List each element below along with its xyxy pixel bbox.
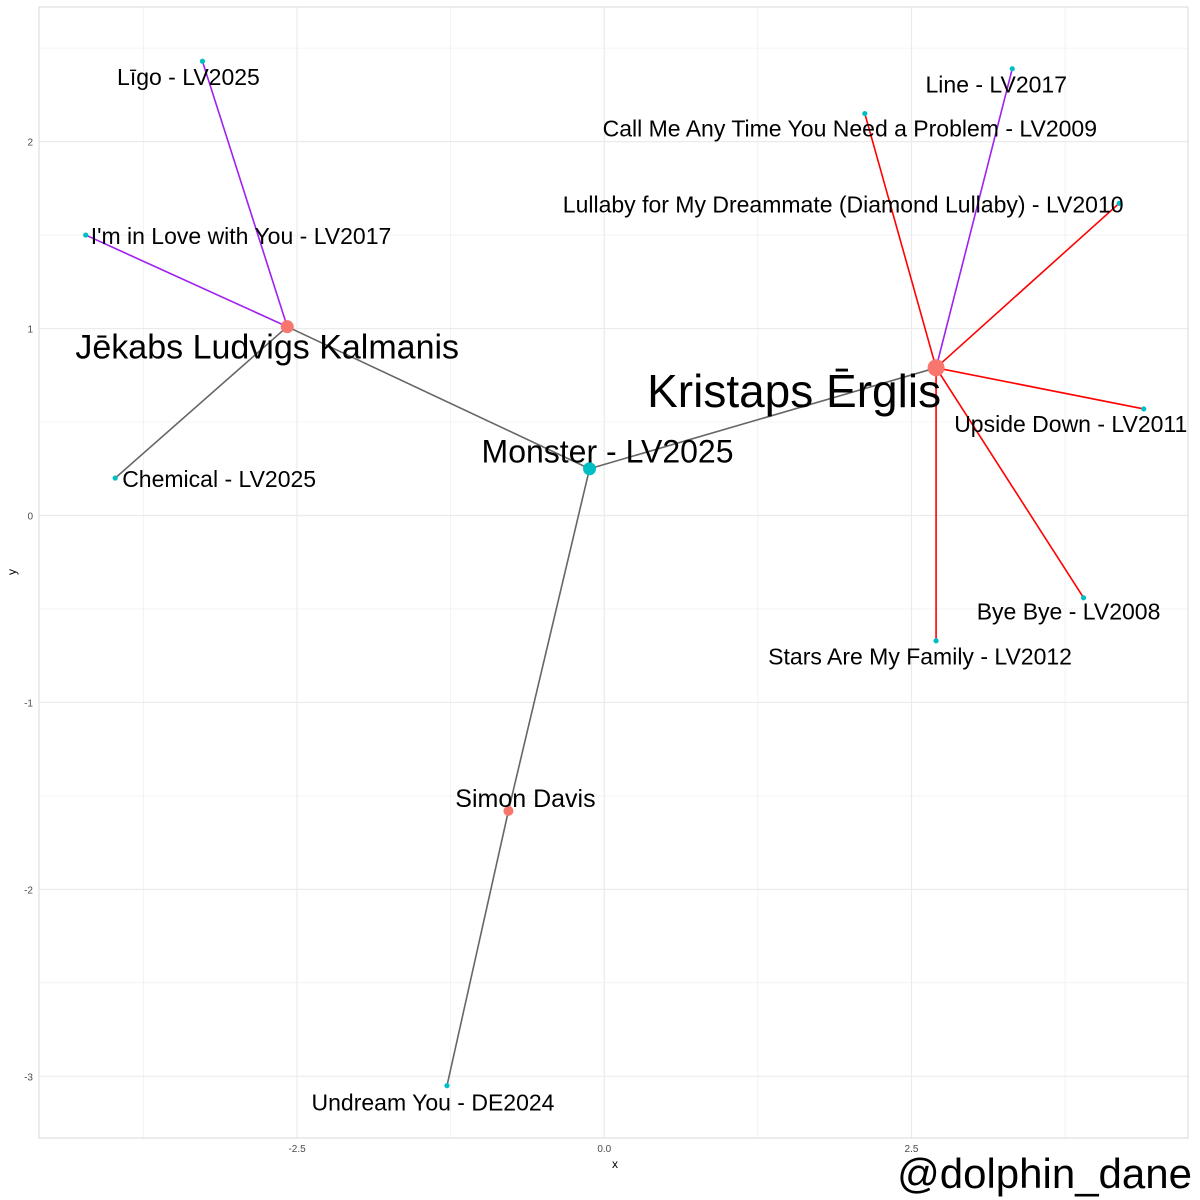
y-tick-label: -3 (24, 1072, 33, 1083)
song-node-point (583, 462, 597, 476)
song-node-label: Stars Are My Family - LV2012 (768, 644, 1072, 670)
song-node-point (444, 1083, 450, 1089)
x-axis-title: x (612, 1157, 618, 1171)
song-node-point (1009, 66, 1015, 72)
y-tick-label: -2 (24, 885, 33, 896)
song-node-point (199, 58, 206, 64)
artist-node-point (927, 359, 945, 377)
artist-node-point (503, 805, 514, 816)
song-node-label: Line - LV2017 (926, 72, 1068, 98)
x-tick-label: 0.0 (597, 1144, 611, 1155)
panel-border (38, 6, 1189, 1139)
song-node-label: Monster - LV2025 (482, 434, 734, 470)
song-node-label: I'm in Love with You - LV2017 (91, 223, 392, 249)
song-node-label: Call Me Any Time You Need a Problem - LV… (603, 116, 1097, 142)
edge-line (201, 60, 288, 327)
song-node-label: Upside Down - LV2011 (954, 411, 1187, 437)
song-node-label: Lullaby for My Dreammate (Diamond Lullab… (563, 191, 1124, 217)
artist-node-point (280, 320, 294, 334)
credit-handle: @dolphin_dane (897, 1150, 1192, 1197)
edge-line (446, 810, 510, 1086)
song-node-point (933, 638, 939, 644)
edge-line (935, 367, 1144, 410)
song-node-point (862, 110, 868, 117)
song-node-point (1141, 406, 1147, 412)
edge-line (935, 68, 1014, 368)
edge-line (114, 326, 288, 479)
nodes (83, 58, 1147, 1089)
song-node-point (1116, 200, 1122, 206)
song-node-label: Bye Bye - LV2008 (977, 599, 1161, 625)
artist-node-label: Kristaps Ērglis (647, 365, 941, 417)
y-tick-label: 2 (27, 138, 33, 149)
edge-line (286, 325, 590, 470)
song-node-label: Undream You - DE2024 (312, 1090, 555, 1116)
y-tick-label: 0 (27, 511, 33, 522)
y-tick-label: -1 (24, 698, 33, 709)
node-labels: Monster - LV2025 Jēkabs Ludvigs Kalmanis K… (75, 64, 1187, 1115)
song-node-point (83, 232, 89, 238)
artist-node-label: Simon Davis (455, 785, 595, 813)
edge-line (85, 234, 288, 328)
song-node-point (112, 475, 118, 481)
y-axis-title: y (5, 569, 19, 575)
song-node-label: Līgo - LV2025 (117, 64, 260, 90)
edges (85, 60, 1144, 1086)
x-tick-label: -2.5 (288, 1144, 306, 1155)
edge-line (507, 468, 591, 812)
y-tick-label: 1 (27, 325, 33, 336)
edge-line (589, 367, 937, 470)
edge-line (935, 367, 1085, 599)
grid (39, 7, 1188, 1138)
x-tick-label: 2.5 (905, 1144, 919, 1155)
song-node-label: Chemical - LV2025 (122, 466, 316, 492)
song-node-point (1080, 595, 1087, 601)
artist-node-label: Jēkabs Ludvigs Kalmanis (75, 329, 459, 367)
edge-line (864, 113, 937, 369)
edge-line (935, 202, 1120, 369)
tick-labels: -2.5 0.0 2.5 -3 -2 -1 0 1 2 (24, 138, 919, 1155)
